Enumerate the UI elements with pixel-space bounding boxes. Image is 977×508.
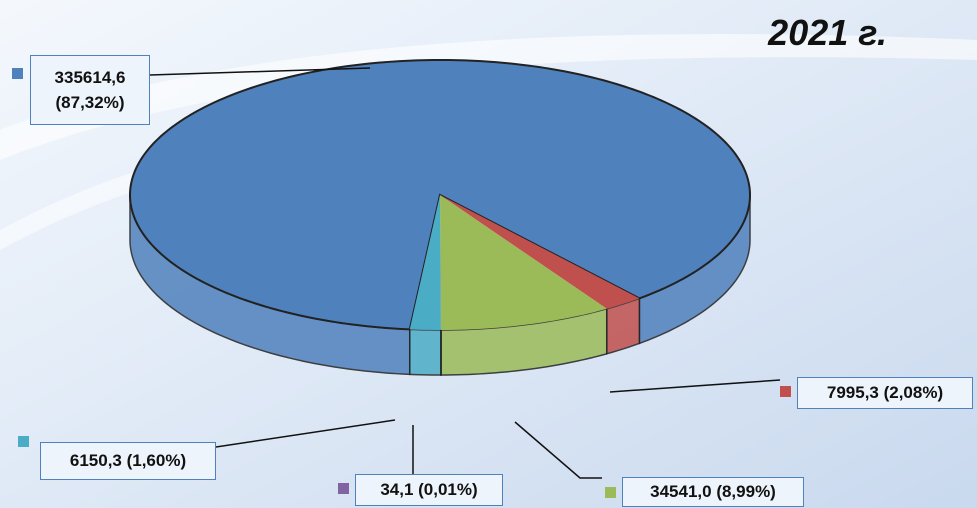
- slice: [409, 195, 441, 330]
- data-label: 7995,3 (2,08%): [797, 377, 973, 409]
- legend-swatch: [12, 68, 23, 79]
- slice: [440, 195, 640, 309]
- leader-line: [149, 67, 371, 76]
- data-label: 335614,6 (87,32%): [30, 55, 150, 125]
- leader-line: [514, 421, 602, 479]
- data-label: 34541,0 (8,99%): [622, 477, 804, 507]
- legend-swatch: [605, 487, 616, 498]
- data-label: 34,1 (0,01%): [355, 474, 503, 506]
- slice: [129, 59, 751, 331]
- slice-side: [408, 328, 442, 376]
- leader-line: [215, 419, 396, 448]
- legend-swatch: [338, 483, 349, 494]
- data-label: 6150,3 (1,60%): [40, 442, 216, 480]
- legend-swatch: [18, 436, 29, 447]
- slice: [440, 195, 442, 330]
- slice: [440, 195, 607, 330]
- legend-swatch: [780, 386, 791, 397]
- decor-swoosh: [0, 34, 977, 160]
- chart-title: 2021 г.: [768, 12, 887, 53]
- leader-line: [609, 379, 781, 393]
